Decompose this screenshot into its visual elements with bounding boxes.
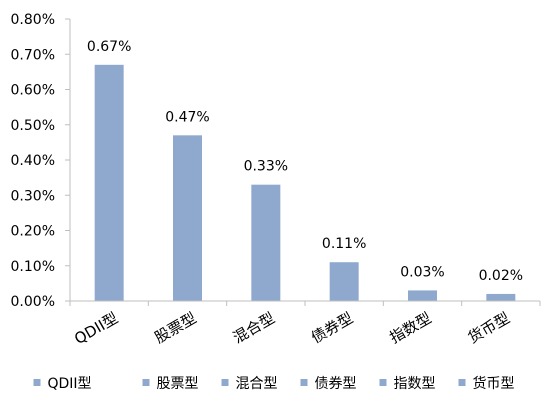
- data-label: 0.03%: [400, 264, 444, 280]
- legend-swatch: [458, 379, 466, 386]
- legend-label: 货币型: [473, 375, 515, 392]
- y-tick-label: 0.20%: [11, 224, 55, 240]
- legend-item: 混合型: [221, 376, 278, 392]
- data-label: 0.11%: [322, 236, 366, 252]
- data-label: 0.47%: [165, 109, 209, 125]
- y-tick-label: 0.80%: [11, 12, 55, 28]
- x-tick-label: 债券型: [308, 309, 356, 347]
- y-tick-label: 0.60%: [11, 83, 55, 99]
- y-axis-ticks: 0.00% 0.10% 0.20% 0.30% 0.40% 0.50% 0.60% 0.70%…: [11, 12, 70, 310]
- bar: [251, 184, 281, 301]
- bar: [486, 293, 516, 301]
- legend-swatch: [33, 379, 41, 386]
- x-axis-ticks: QDII型 股票型 混合型 债券型 指数型 货币型: [69, 301, 541, 348]
- legend-item: QDII型: [33, 376, 92, 392]
- legend-item: 债券型: [300, 376, 357, 392]
- bars: [94, 64, 516, 301]
- legend-swatch: [300, 379, 308, 386]
- legend-item: 指数型: [379, 376, 436, 392]
- x-tick-label: 股票型: [152, 309, 200, 347]
- bar: [94, 64, 124, 301]
- data-label: 0.02%: [479, 268, 523, 284]
- data-label: 0.67%: [87, 39, 131, 55]
- legend-label: 指数型: [394, 376, 436, 392]
- legend-item: 货币型: [458, 375, 515, 392]
- legend-item: 股票型: [142, 376, 199, 392]
- axes: [69, 19, 540, 302]
- y-tick-label: 0.00%: [11, 294, 55, 310]
- x-tick-label: 指数型: [387, 309, 435, 347]
- x-tick-label: QDII型: [71, 309, 121, 348]
- legend-label: 股票型: [157, 376, 199, 392]
- bar: [408, 290, 437, 301]
- data-label: 0.33%: [244, 159, 288, 175]
- y-tick-label: 0.40%: [11, 153, 55, 169]
- legend-swatch: [379, 379, 387, 386]
- legend-swatch: [221, 379, 229, 386]
- legend-label: QDII型: [48, 376, 92, 392]
- data-labels: 0.67% 0.47% 0.33% 0.11% 0.03% 0.02%: [87, 39, 523, 284]
- x-tick-label: 混合型: [230, 309, 278, 347]
- legend-swatch: [142, 379, 150, 386]
- y-tick-label: 0.10%: [11, 259, 55, 275]
- y-tick-label: 0.50%: [11, 118, 55, 134]
- y-tick-label: 0.70%: [11, 47, 55, 63]
- legend: QDII型 股票型 混合型 债券型 指数型 货币型: [33, 375, 515, 392]
- bar: [173, 135, 202, 301]
- legend-label: 混合型: [236, 376, 278, 392]
- y-tick-label: 0.30%: [11, 188, 55, 204]
- bar: [329, 262, 359, 301]
- legend-label: 债券型: [315, 376, 357, 392]
- x-tick-label: 货币型: [465, 309, 513, 347]
